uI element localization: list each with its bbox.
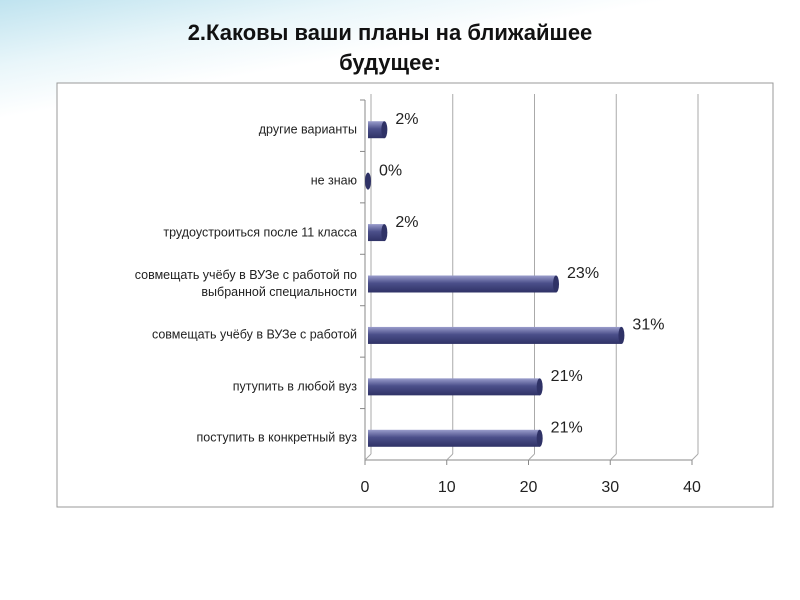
chart-title: 2.Каковы ваши планы на ближайшее будущее… (187, 20, 593, 75)
y-tick-label: трудоустроиться после 11 класса (163, 225, 357, 240)
bar-cap (553, 275, 560, 293)
bar-cap (536, 378, 543, 396)
value-label: 21% (551, 420, 583, 437)
x-tick-label: 40 (683, 479, 701, 496)
y-tick-label: поступить в конкретный вуз (196, 430, 358, 445)
x-tick-label: 20 (520, 479, 538, 496)
bar (368, 378, 540, 396)
bar-cap (618, 326, 625, 344)
x-tick-label: 30 (601, 479, 619, 496)
bar (368, 275, 557, 293)
x-tick-label: 10 (438, 479, 456, 496)
value-label: 2% (395, 111, 418, 128)
y-tick-label: другие варианты (258, 122, 357, 137)
bar (368, 121, 385, 139)
value-label: 23% (567, 265, 599, 282)
bar (368, 429, 540, 447)
value-label: 21% (551, 368, 583, 385)
value-label: 2% (395, 214, 418, 231)
value-label: 31% (632, 317, 664, 334)
y-tick-label: не знаю (310, 173, 357, 188)
bar-cap (365, 172, 371, 190)
grid-line-floor (528, 453, 535, 461)
bar-cap (381, 121, 388, 139)
grid-line-floor (691, 453, 699, 461)
bar-cap (536, 429, 543, 447)
bar-cap (381, 224, 388, 242)
grid-line-floor (446, 453, 454, 461)
grid-line-floor (364, 453, 372, 461)
y-tick-label: совмещать учёбу в ВУЗе с работой по выбр… (134, 268, 357, 299)
y-tick-label: совмещать учёбу в ВУЗе с работой (151, 327, 357, 342)
value-label: 0% (379, 162, 402, 179)
x-tick-label: 0 (361, 479, 370, 496)
bar (368, 224, 385, 242)
bar (368, 326, 622, 344)
grid-line-floor (609, 453, 617, 461)
y-tick-label: путупить в любой вуз (232, 379, 357, 394)
